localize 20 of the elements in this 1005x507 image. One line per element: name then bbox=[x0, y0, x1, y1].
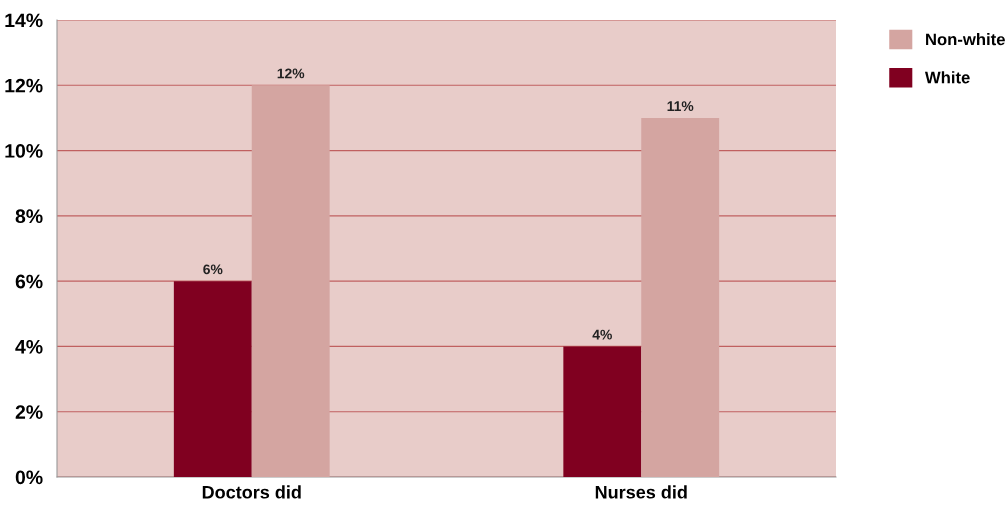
y-tick-label: 12% bbox=[5, 78, 43, 93]
y-tick-label: 14% bbox=[5, 13, 43, 28]
y-tick-label: 2% bbox=[15, 405, 43, 419]
data-label: 4% bbox=[592, 329, 612, 340]
y-tick-label: 4% bbox=[15, 339, 43, 354]
y-tick-label: 0% bbox=[15, 470, 43, 485]
data-label: 11% bbox=[667, 101, 694, 111]
y-tick-label: 6% bbox=[15, 274, 43, 289]
bar bbox=[173, 281, 252, 477]
data-label: 6% bbox=[203, 264, 223, 275]
bar bbox=[251, 85, 330, 477]
y-tick-label: 8% bbox=[15, 209, 43, 224]
legend-label: White bbox=[924, 71, 970, 84]
bar bbox=[563, 346, 642, 477]
bar bbox=[641, 117, 720, 477]
legend-label: Non-white bbox=[926, 33, 1005, 46]
y-tick-label: 10% bbox=[5, 144, 43, 158]
x-tick-label: Nurses did bbox=[595, 485, 687, 499]
data-label: 12% bbox=[277, 68, 305, 79]
x-tick-label: Doctors did bbox=[202, 485, 301, 499]
